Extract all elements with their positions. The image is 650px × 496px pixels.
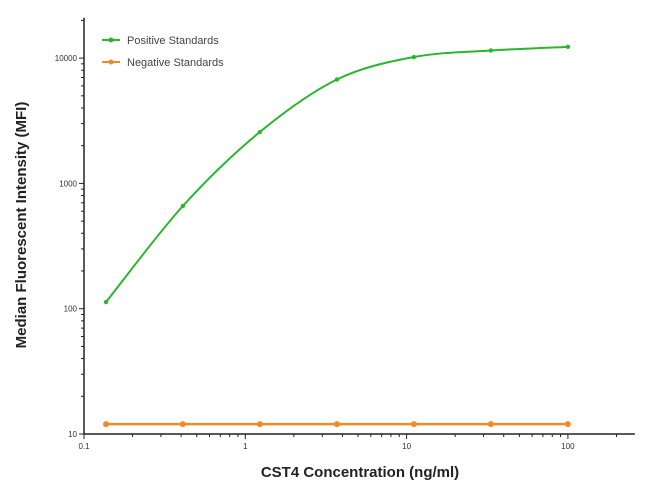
- data-point: [410, 421, 417, 428]
- y-tick-label: 100: [64, 305, 78, 314]
- y-tick-label: 1000: [59, 179, 77, 188]
- series-line-positive: [105, 45, 568, 303]
- x-tick-label: 10: [402, 442, 411, 451]
- legend-label: Positive Standards: [127, 35, 219, 47]
- x-tick-label: 0.1: [78, 442, 90, 451]
- data-point: [487, 421, 494, 428]
- data-point: [257, 129, 263, 135]
- data-point: [179, 421, 186, 428]
- data-point: [256, 421, 263, 428]
- data-point: [411, 54, 417, 60]
- data-point: [180, 203, 186, 209]
- x-tick-label: 1: [243, 442, 248, 451]
- series-group: [103, 44, 571, 428]
- data-point: [103, 421, 110, 428]
- legend-marker: [108, 59, 114, 65]
- data-point: [333, 421, 340, 428]
- y-tick-label: 10: [68, 430, 77, 439]
- legend: Positive Standards Negative Standards: [102, 35, 224, 69]
- data-point: [334, 77, 340, 82]
- data-point: [103, 299, 109, 305]
- legend-marker: [108, 37, 114, 43]
- y-tick-label: 10000: [55, 54, 78, 63]
- y-axis-label: Median Fluorescent Intensity (MFI): [13, 102, 30, 349]
- x-tick-label: 100: [561, 442, 575, 451]
- legend-label: Negative Standards: [127, 57, 224, 69]
- data-point: [488, 48, 494, 53]
- axes: 0.1 1 10 100 10 100 1000 10000: [55, 17, 635, 451]
- data-point: [564, 421, 571, 428]
- data-point: [565, 44, 571, 50]
- x-axis-label: CST4 Concentration (ng/ml): [261, 464, 459, 481]
